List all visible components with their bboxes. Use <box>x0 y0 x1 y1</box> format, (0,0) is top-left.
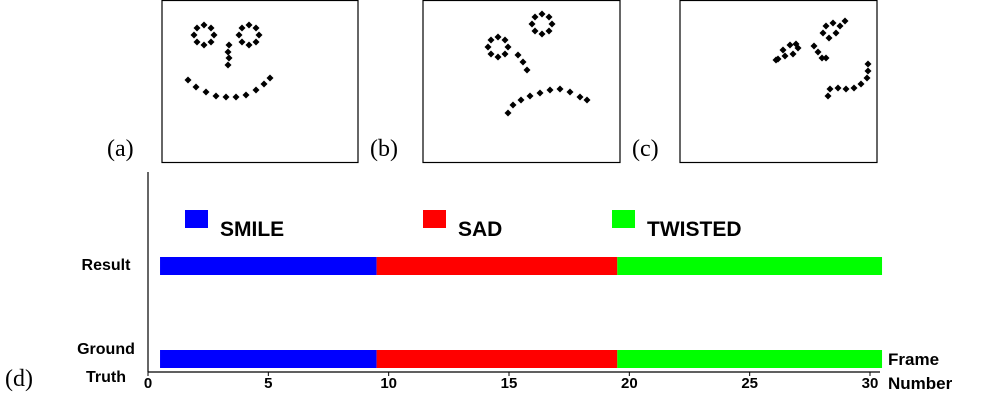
legend-swatch <box>185 210 208 228</box>
legend-swatch <box>423 210 446 228</box>
segment <box>617 350 882 368</box>
segment <box>377 257 618 275</box>
x-tick-label: 20 <box>621 375 638 392</box>
legend-label: SMILE <box>220 218 284 241</box>
x-tick-label: 10 <box>380 375 397 392</box>
legend-label: SAD <box>458 218 502 241</box>
legend-swatch <box>612 210 635 228</box>
segment <box>160 350 377 368</box>
panel-label: (b) <box>370 136 398 163</box>
x-tick-label: 25 <box>741 375 758 392</box>
panel-label: (c) <box>632 136 659 163</box>
x-tick-label: 5 <box>264 375 272 392</box>
legend-label: TWISTED <box>647 218 742 241</box>
x-tick-label: 30 <box>862 375 879 392</box>
figure-graphics: 051015202530SMILESADTWISTED <box>0 0 989 402</box>
segment <box>377 350 618 368</box>
segment <box>160 257 377 275</box>
figure: 051015202530SMILESADTWISTED (a) (b) (c) … <box>0 0 989 402</box>
face-panel-a <box>162 1 358 163</box>
panel-label: (a) <box>107 136 134 163</box>
row-label: Ground Truth <box>66 336 146 392</box>
segment <box>617 257 882 275</box>
panel-label: (d) <box>5 366 33 393</box>
face-panel-c <box>680 1 877 163</box>
x-tick-label: 15 <box>501 375 518 392</box>
row-label: Result <box>66 252 146 280</box>
face-panel-b <box>423 1 620 163</box>
x-axis-label: Frame Number <box>888 348 978 396</box>
